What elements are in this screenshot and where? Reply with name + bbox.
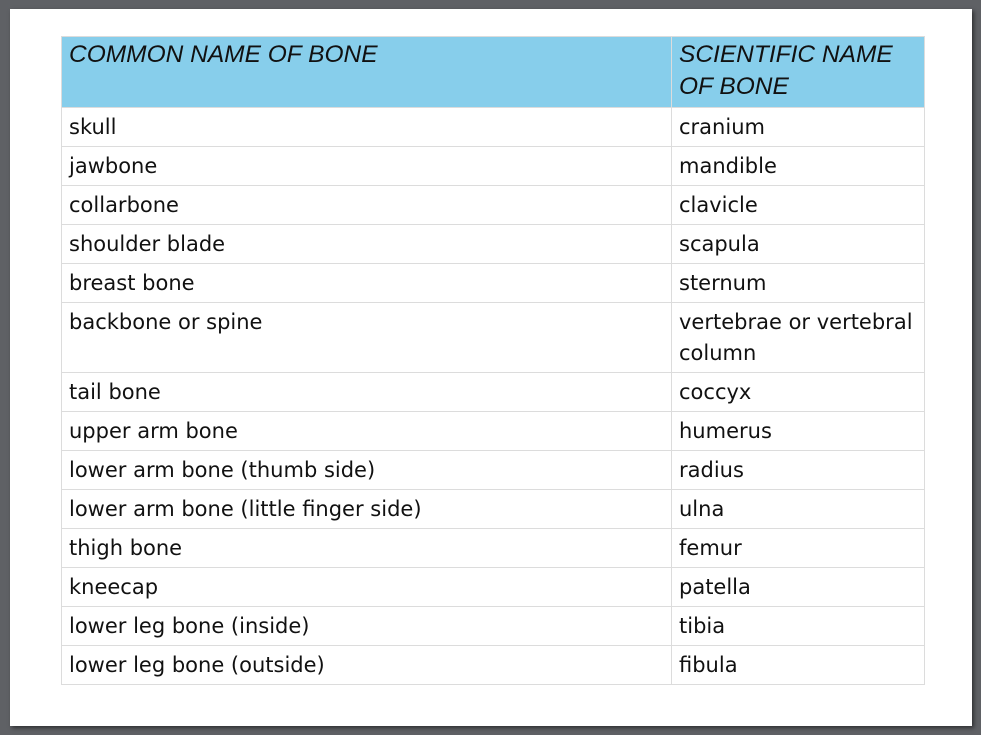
scientific-name-cell: vertebrae or vertebral column: [671, 302, 925, 373]
header-common-name: COMMON NAME OF BONE: [61, 36, 672, 108]
table-row: collarbone clavicle: [61, 185, 925, 225]
table-row: breast bone sternum: [61, 263, 925, 303]
table-row: shoulder blade scapula: [61, 224, 925, 264]
common-name-cell: lower arm bone (thumb side): [61, 450, 672, 490]
common-name-cell: thigh bone: [61, 528, 672, 568]
scientific-name-cell: humerus: [671, 411, 925, 451]
scientific-name-cell: femur: [671, 528, 925, 568]
scientific-name-cell: fibula: [671, 645, 925, 685]
table-row: lower arm bone (little finger side) ulna: [61, 489, 925, 529]
document-page: COMMON NAME OF BONE SCIENTIFIC NAME OF B…: [10, 9, 972, 726]
table-row: backbone or spine vertebrae or vertebral …: [61, 302, 925, 373]
scientific-name-cell: patella: [671, 567, 925, 607]
table-row: skull cranium: [61, 107, 925, 147]
scientific-name-cell: coccyx: [671, 372, 925, 412]
scientific-name-cell: tibia: [671, 606, 925, 646]
table-row: lower leg bone (outside) fibula: [61, 645, 925, 685]
scientific-name-cell: ulna: [671, 489, 925, 529]
common-name-cell: upper arm bone: [61, 411, 672, 451]
table-row: tail bone coccyx: [61, 372, 925, 412]
scientific-name-cell: clavicle: [671, 185, 925, 225]
common-name-cell: breast bone: [61, 263, 672, 303]
common-name-cell: shoulder blade: [61, 224, 672, 264]
common-name-cell: kneecap: [61, 567, 672, 607]
common-name-cell: tail bone: [61, 372, 672, 412]
scientific-name-cell: radius: [671, 450, 925, 490]
table-header-row: COMMON NAME OF BONE SCIENTIFIC NAME OF B…: [61, 36, 925, 108]
table-row: jawbone mandible: [61, 146, 925, 186]
scientific-name-cell: mandible: [671, 146, 925, 186]
bone-names-table: COMMON NAME OF BONE SCIENTIFIC NAME OF B…: [61, 36, 925, 685]
scientific-name-cell: sternum: [671, 263, 925, 303]
common-name-cell: lower arm bone (little finger side): [61, 489, 672, 529]
common-name-cell: lower leg bone (outside): [61, 645, 672, 685]
common-name-cell: jawbone: [61, 146, 672, 186]
header-scientific-name: SCIENTIFIC NAME OF BONE: [671, 36, 925, 108]
scientific-name-cell: scapula: [671, 224, 925, 264]
common-name-cell: skull: [61, 107, 672, 147]
table-row: lower leg bone (inside) tibia: [61, 606, 925, 646]
table-row: kneecap patella: [61, 567, 925, 607]
table-row: thigh bone femur: [61, 528, 925, 568]
table-row: lower arm bone (thumb side) radius: [61, 450, 925, 490]
common-name-cell: collarbone: [61, 185, 672, 225]
scientific-name-cell: cranium: [671, 107, 925, 147]
table-row: upper arm bone humerus: [61, 411, 925, 451]
table-body: skull cranium jawbone mandible collarbone cla…: [61, 107, 925, 685]
common-name-cell: backbone or spine: [61, 302, 672, 373]
common-name-cell: lower leg bone (inside): [61, 606, 672, 646]
